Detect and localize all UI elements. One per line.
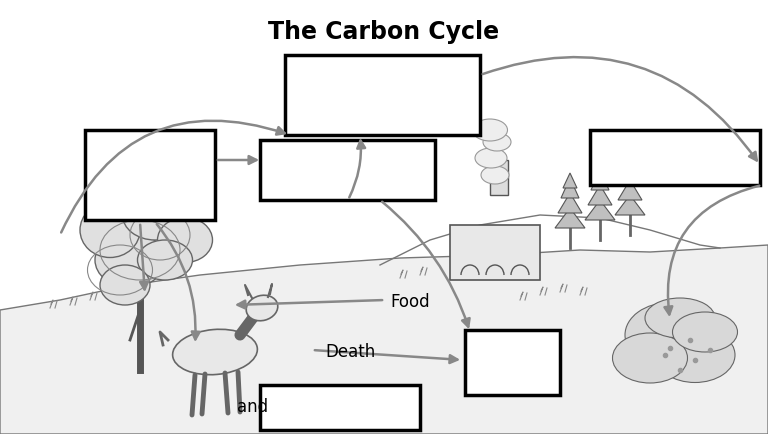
Ellipse shape — [483, 133, 511, 151]
Ellipse shape — [673, 312, 737, 352]
Polygon shape — [591, 170, 609, 190]
Polygon shape — [585, 200, 615, 220]
Ellipse shape — [95, 233, 165, 287]
Ellipse shape — [123, 190, 187, 240]
Ellipse shape — [481, 166, 509, 184]
Ellipse shape — [472, 119, 508, 141]
Polygon shape — [558, 193, 582, 213]
Bar — [285, 55, 480, 135]
Polygon shape — [563, 173, 577, 188]
Polygon shape — [561, 178, 579, 198]
Bar — [490, 160, 508, 195]
Ellipse shape — [157, 217, 213, 263]
Ellipse shape — [100, 265, 150, 305]
Ellipse shape — [173, 329, 257, 375]
Bar — [465, 330, 560, 395]
Polygon shape — [618, 180, 642, 200]
Polygon shape — [0, 245, 768, 434]
Text: The Carbon Cycle: The Carbon Cycle — [269, 20, 499, 44]
Polygon shape — [623, 160, 637, 175]
Ellipse shape — [247, 295, 278, 321]
Bar — [260, 385, 420, 430]
Ellipse shape — [625, 302, 715, 368]
Text: Death: Death — [325, 343, 376, 361]
Bar — [85, 130, 215, 220]
Ellipse shape — [655, 328, 735, 382]
Polygon shape — [555, 208, 585, 228]
Polygon shape — [588, 185, 612, 205]
Ellipse shape — [613, 333, 687, 383]
Ellipse shape — [475, 148, 507, 168]
Polygon shape — [615, 195, 645, 215]
Polygon shape — [593, 165, 607, 180]
Text: Food: Food — [390, 293, 429, 311]
Ellipse shape — [645, 298, 715, 338]
Polygon shape — [621, 165, 639, 185]
Ellipse shape — [80, 203, 140, 257]
Bar — [450, 225, 540, 280]
Bar — [590, 130, 760, 185]
Bar — [260, 140, 435, 200]
Text: and: and — [237, 398, 268, 416]
Ellipse shape — [137, 240, 193, 280]
